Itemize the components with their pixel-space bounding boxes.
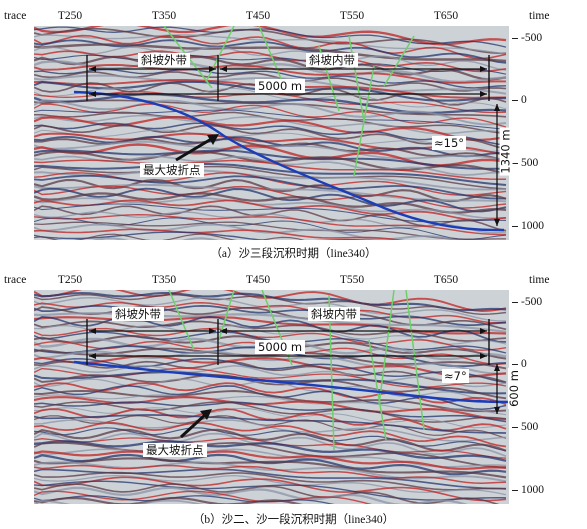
trace-tick: T350 (151, 10, 177, 22)
trace-tick: T450 (245, 10, 271, 22)
seismic-reflections (34, 290, 509, 504)
time-tick: 0 (512, 358, 527, 370)
time-tick: -500 (511, 32, 543, 44)
panel-b: trace T250 T350 T450 T550 T650 time -500… (0, 264, 587, 529)
seismic-section-b (34, 290, 509, 504)
caption-a: （a）沙三段沉积时期（line340） (210, 248, 377, 260)
trace-tick: T550 (339, 10, 365, 22)
distance-label: 5000 m (255, 79, 306, 93)
time-tick: 1000 (512, 220, 544, 232)
time-tick: -500 (511, 296, 543, 308)
height-label: 1340 m (498, 127, 513, 176)
outer-zone-label: 斜坡外带 (138, 53, 190, 67)
inner-zone-label: 斜坡内带 (306, 53, 358, 67)
trace-tick: T650 (433, 10, 459, 22)
inner-zone-label: 斜坡内带 (308, 307, 360, 321)
trace-tick: T450 (245, 274, 271, 286)
dip-angle-label: ≈15° (432, 136, 467, 150)
dip-angle-label: ≈7° (442, 369, 469, 383)
trace-tick: T650 (433, 274, 459, 286)
time-axis-label: time (529, 274, 550, 286)
time-axis-label: time (529, 10, 550, 22)
time-tick: 500 (511, 157, 539, 169)
distance-label: 5000 m (255, 340, 306, 354)
trace-axis-label: trace (4, 274, 27, 286)
height-label: 600 m (506, 368, 521, 409)
time-tick: 0 (512, 94, 527, 106)
panel-a: trace T250 T350 T450 T550 T650 time -500… (0, 0, 587, 264)
caption-b: （b）沙二、沙一段沉积时期（line340） (192, 514, 395, 526)
outer-zone-label: 斜坡外带 (112, 307, 164, 321)
trace-tick: T350 (151, 274, 177, 286)
break-point-label: 最大坡折点 (140, 163, 204, 177)
time-tick: 500 (511, 421, 539, 433)
trace-axis-label: trace (4, 10, 27, 22)
trace-tick: T550 (339, 274, 365, 286)
seismic-section-a (34, 26, 509, 240)
trace-tick: T250 (57, 274, 83, 286)
trace-tick: T250 (57, 10, 83, 22)
seismic-reflections (34, 26, 509, 240)
time-tick: 1000 (512, 484, 544, 496)
break-point-label: 最大坡折点 (143, 443, 207, 457)
